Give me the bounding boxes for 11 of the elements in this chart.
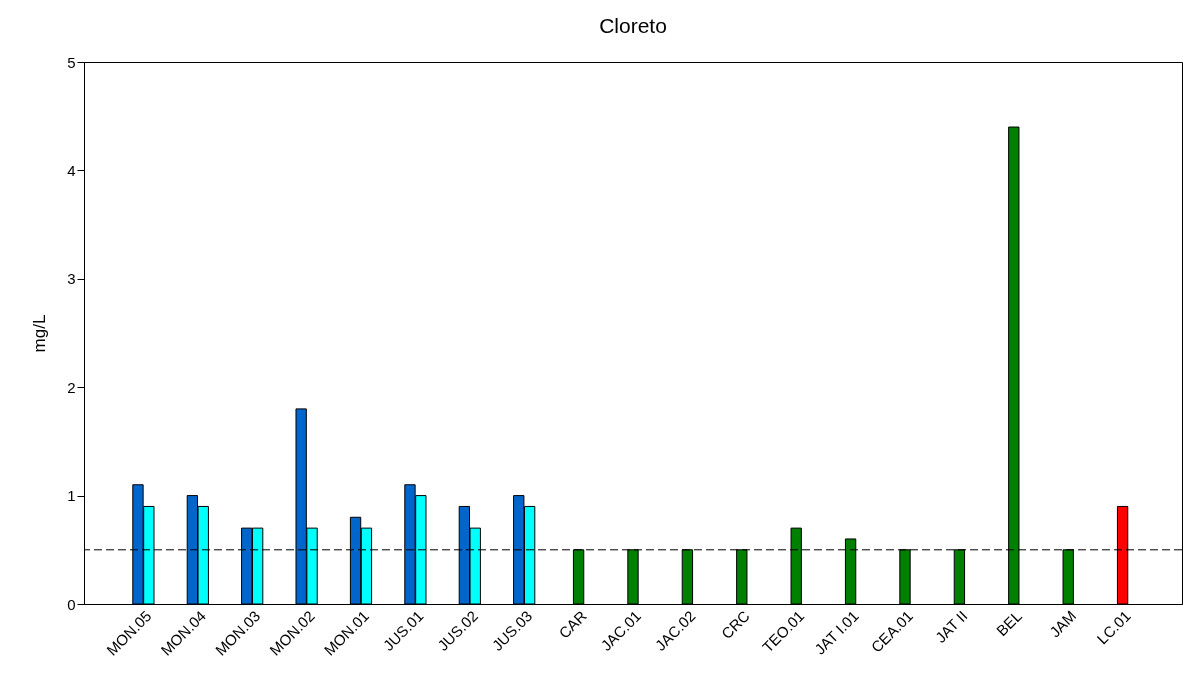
y-tick-label: 3 (67, 270, 76, 288)
y-tick-label: 0 (67, 595, 76, 613)
y-tick-label: 1 (67, 487, 76, 505)
y-axis-title: mg/L (30, 314, 50, 353)
y-tick-label: 5 (67, 53, 76, 71)
y-tick-label: 4 (67, 161, 76, 179)
x-tick-label: JAT II (931, 607, 971, 646)
y-tick-label: 2 (67, 378, 76, 396)
x-tick-label: BEL (992, 607, 1025, 640)
chart-title: Cloreto (599, 14, 667, 37)
x-tick-label: JAT I.01 (811, 607, 862, 658)
